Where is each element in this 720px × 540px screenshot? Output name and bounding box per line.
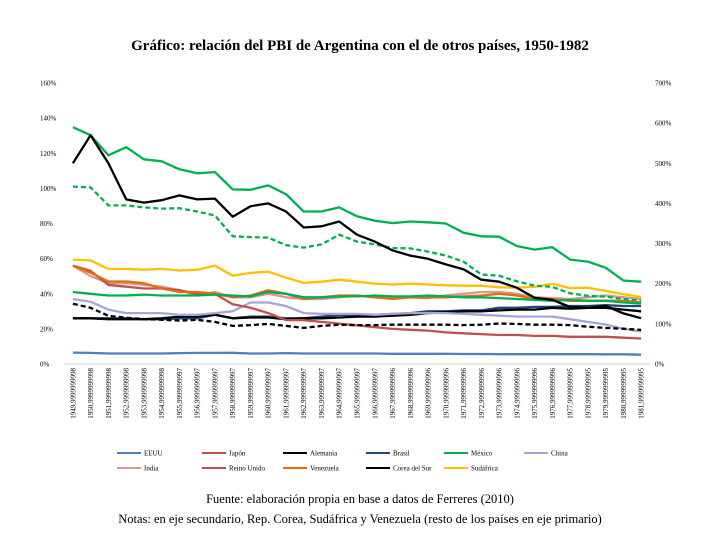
series-line-sudafrica: [72, 126, 642, 283]
x-tick-label: 1972,9999999996: [478, 368, 486, 419]
x-tick-label: 1962,9999999997: [300, 368, 308, 419]
series-line-alemania: [72, 306, 642, 321]
x-tick-label: 1980,9999999995: [620, 368, 628, 419]
x-tick-label: 1957,9999999997: [211, 368, 219, 419]
source-note: Fuente: elaboración propia en base a dat…: [206, 492, 514, 506]
y-left-tick-label: 100%: [40, 185, 57, 193]
legend: EEUU Japón Alemania Brasil México China India R…: [117, 450, 569, 473]
x-tick-label: 1974,9999999996: [513, 368, 521, 419]
y-right-tick-label: 0%: [655, 361, 665, 369]
legend-label: EEUU: [144, 450, 163, 458]
legend-label: Reino Unido: [229, 465, 265, 473]
x-tick-label: 1959,9999999997: [247, 368, 255, 419]
y-right-tick-label: 500%: [655, 160, 672, 168]
y-right-tick-label: 100%: [655, 320, 672, 328]
y-left-tick-label: 120%: [40, 150, 57, 158]
x-tick-label: 1965,9999999997: [354, 368, 362, 419]
x-tick-label: 1951,9999999998: [105, 368, 113, 419]
series-lines: [71, 126, 642, 356]
x-tick-label: 1955,9999999997: [176, 368, 184, 419]
x-tick-label: 1964,9999999997: [336, 368, 344, 419]
legend-label: Brasil: [393, 450, 410, 458]
x-tick-label: 1977,9999999995: [567, 368, 575, 419]
x-tick-label: 1981,9999999995: [638, 368, 646, 419]
y-left-tick-label: 160%: [40, 80, 57, 88]
series-line-venezuela: [72, 302, 642, 332]
series-line-sudafrica: [72, 258, 642, 299]
series-line-china: [72, 297, 642, 333]
series-line-corea-del-sur: [71, 134, 642, 320]
y-left-tick-label: 60%: [40, 255, 53, 263]
x-tick-label: 1953,9999999998: [140, 368, 148, 419]
y-left-tick-label: 40%: [40, 290, 53, 298]
y-axis-right: 0% 100% 200% 300% 400% 500% 600% 700%: [655, 80, 672, 369]
x-tick-label: 1970,9999999996: [442, 368, 450, 419]
x-tick-label: 1975,9999999996: [531, 368, 539, 419]
x-tick-label: 1956,9999999997: [194, 368, 202, 419]
y-left-tick-label: 0%: [40, 361, 50, 369]
x-tick-label: 1952,9999999998: [123, 368, 131, 419]
legend-label: Venezuela: [310, 465, 340, 473]
legend-label: Alemania: [310, 450, 338, 458]
x-tick-label: 1978,9999999995: [584, 368, 592, 419]
x-axis: 1949,9999999998 1950,9999999998 1951,99999…: [64, 363, 650, 419]
y-right-tick-label: 400%: [655, 200, 672, 208]
y-left-tick-label: 140%: [40, 115, 57, 123]
x-tick-label: 1967,9999999996: [389, 368, 397, 419]
x-tick-label: 1976,9999999996: [549, 368, 557, 419]
x-tick-label: 1973,9999999996: [496, 368, 504, 419]
y-left-tick-label: 80%: [40, 220, 53, 228]
x-tick-label: 1971,9999999996: [460, 367, 468, 418]
y-right-tick-label: 300%: [655, 240, 672, 248]
y-right-tick-label: 200%: [655, 280, 672, 288]
x-tick-label: 1950,9999999998: [87, 368, 95, 419]
x-tick-label: 1966,9999999997: [371, 368, 379, 419]
x-tick-label: 1961,9999999997: [282, 368, 290, 419]
legend-label: India: [144, 465, 159, 473]
x-tick-label: 1963,9999999997: [318, 368, 326, 419]
series-line-mexico: [72, 185, 642, 302]
x-tick-label: 1949,9999999998: [69, 368, 77, 419]
x-tick-label: 1979,9999999995: [602, 368, 610, 419]
legend-label: Japón: [229, 450, 246, 458]
y-right-tick-label: 600%: [655, 120, 672, 128]
notes-line: Notas: en eje secundario, Rep. Corea, Su…: [118, 512, 602, 526]
x-tick-label: 1954,9999999998: [158, 368, 166, 419]
y-right-tick-label: 700%: [655, 80, 672, 88]
series-line-eeuu: [72, 351, 642, 356]
y-axis-left: 0% 20% 40% 60% 80% 100% 120% 140% 160%: [40, 80, 57, 369]
chart-title: Gráfico: relación del PBI de Argentina c…: [131, 38, 589, 54]
x-tick-label: 1958,9999999997: [229, 368, 237, 419]
y-left-tick-label: 20%: [40, 325, 53, 333]
x-tick-label: 1969,9999999996: [425, 368, 433, 419]
series-line-mexico: [72, 290, 642, 305]
x-tick-label: 1960,9999999997: [265, 368, 273, 419]
legend-label: Corea del Sur: [393, 465, 432, 473]
legend-label: China: [551, 450, 569, 458]
legend-label: México: [471, 450, 493, 458]
legend-label: Sudáfrica: [471, 465, 499, 473]
x-tick-label: 1968,9999999996: [407, 368, 415, 419]
